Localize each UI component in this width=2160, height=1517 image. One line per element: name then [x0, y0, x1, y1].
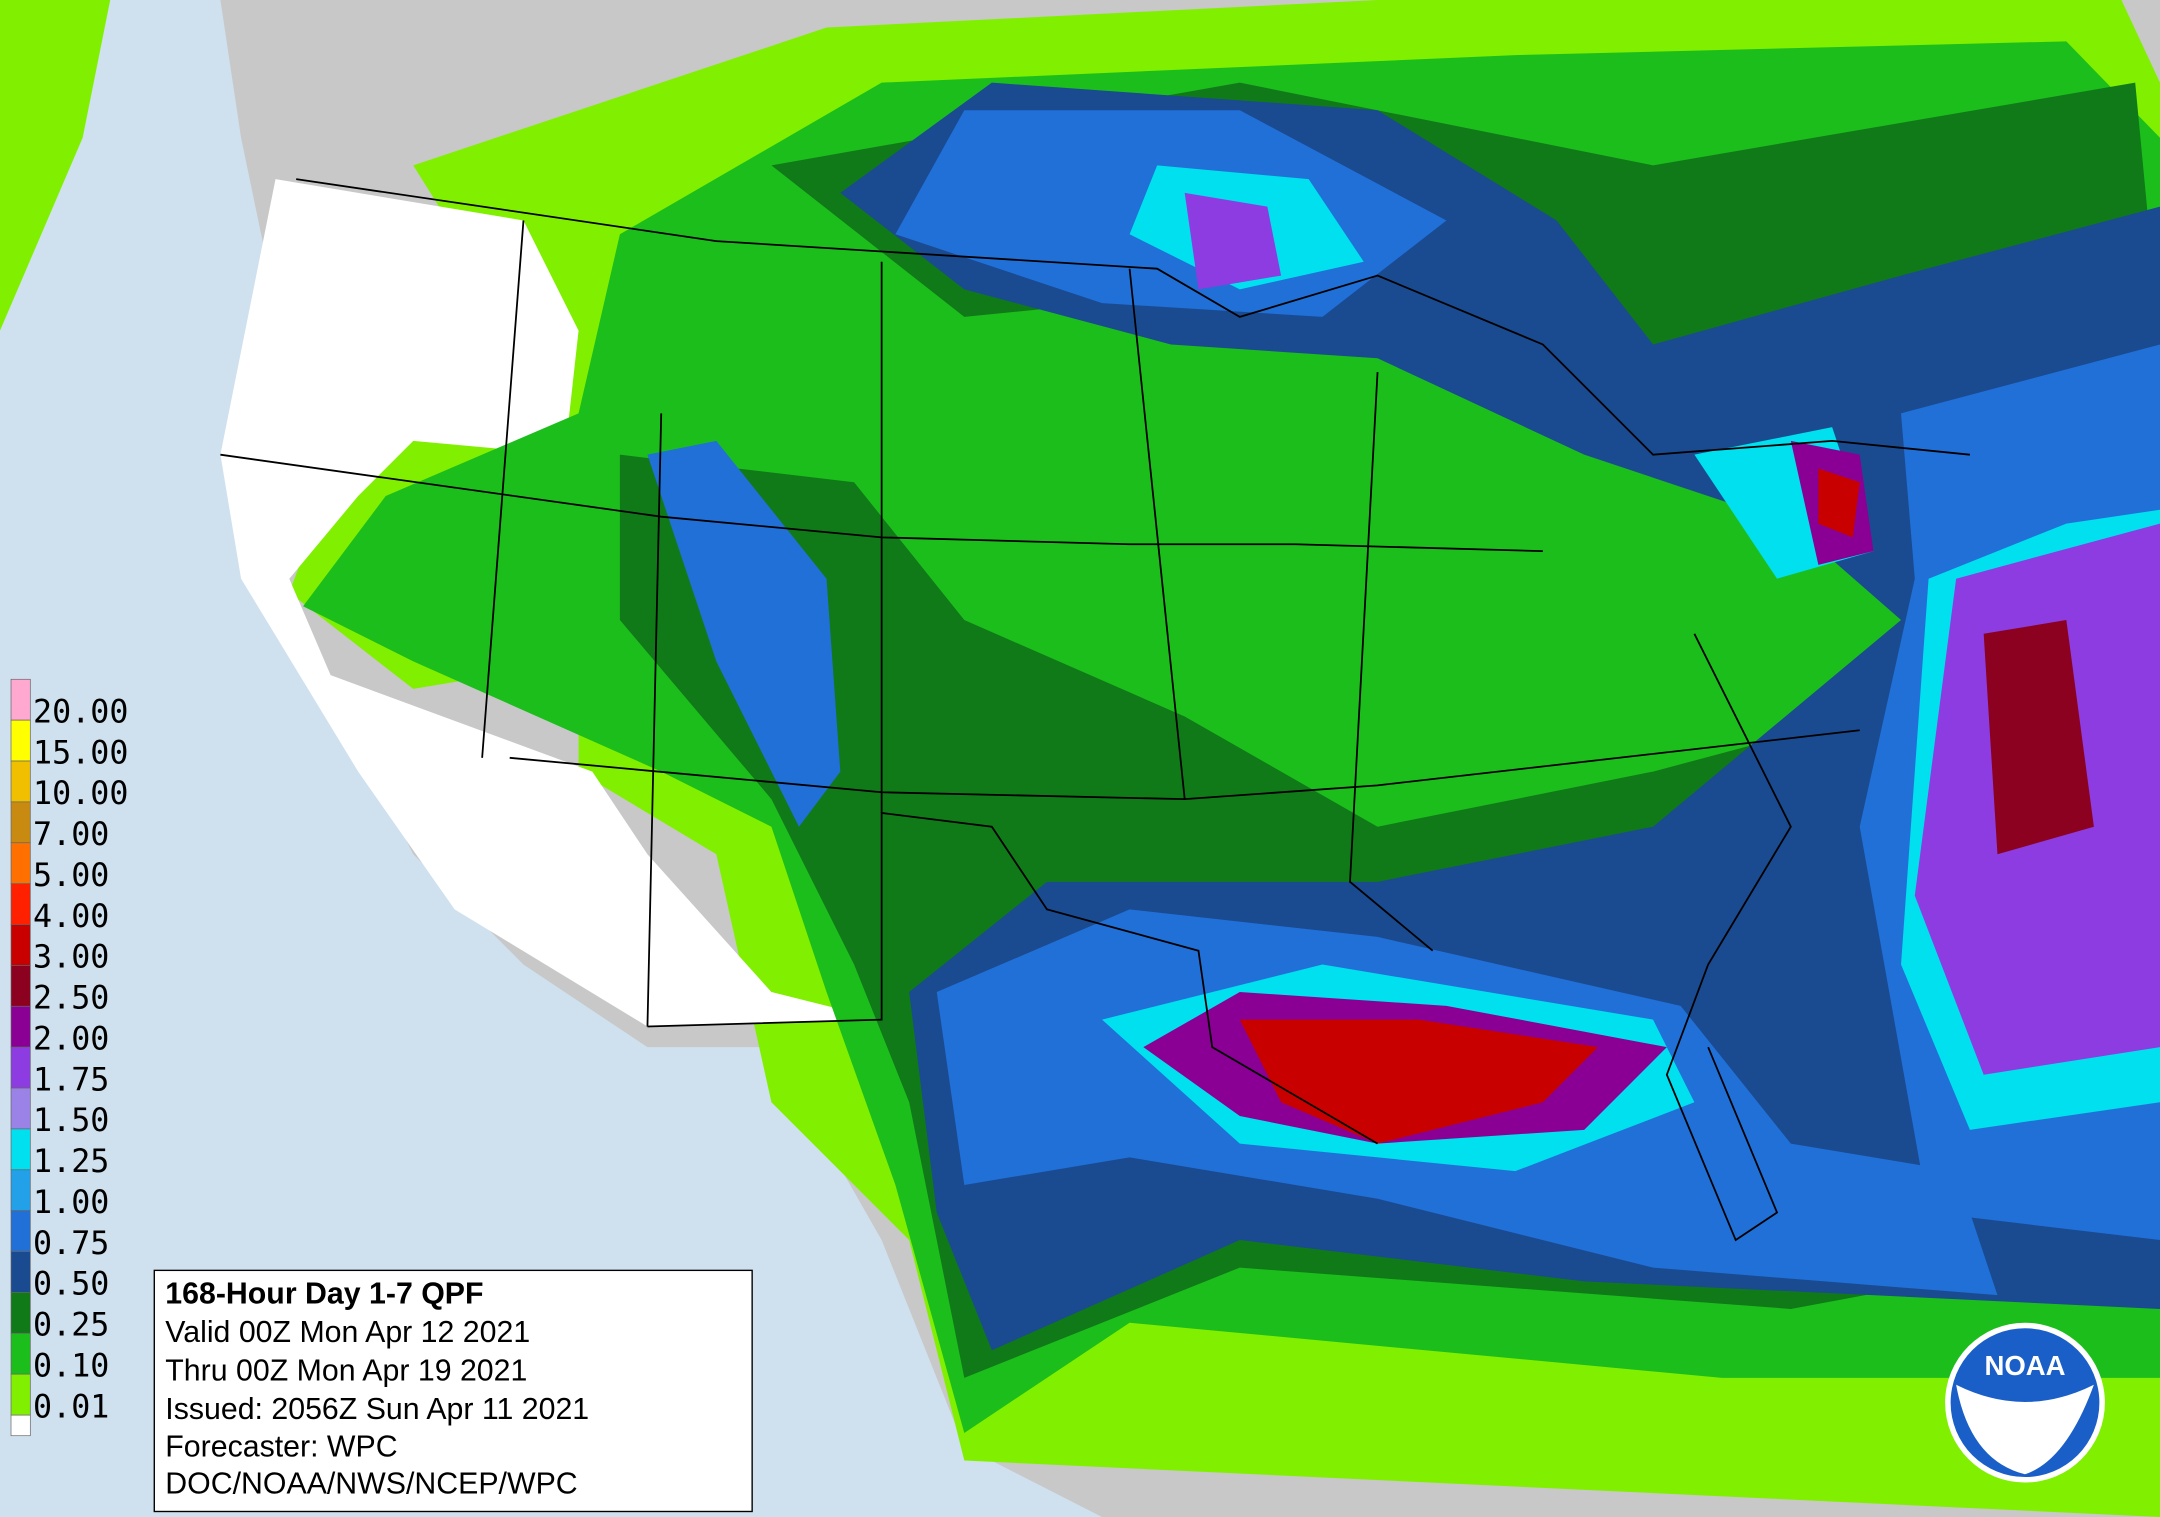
- legend-label: 0.10: [33, 1349, 109, 1385]
- precip-area: [0, 0, 111, 331]
- dry-area: [220, 179, 882, 1027]
- legend-swatch: [10, 1005, 31, 1048]
- precip-area: [647, 440, 841, 827]
- legend-label: 7.00: [33, 817, 109, 853]
- legend-label: 1.00: [33, 1185, 109, 1221]
- info-line: Valid 00Z Mon Apr 12 2021: [165, 1316, 530, 1349]
- precip-area: [1983, 620, 2094, 855]
- noaa-logo: NOAA: [1945, 1322, 2105, 1483]
- legend-label: 5.00: [33, 858, 109, 894]
- info-line: DOC/NOAA/NWS/NCEP/WPC: [165, 1468, 577, 1501]
- legend-swatch: [10, 1210, 31, 1252]
- legend-label: 15.00: [33, 735, 128, 771]
- legend-label: 10.00: [33, 776, 128, 812]
- legend-swatch: [10, 1169, 31, 1212]
- border-line: [1665, 633, 1792, 1242]
- legend-swatch: [10, 1087, 31, 1130]
- legend-swatch: [10, 1373, 31, 1416]
- legend: 20.00 15.00 10.00 7.00 5.00 4.00 3.00 2.50 2.00 1…: [10, 678, 128, 1437]
- borders: [220, 178, 1970, 1242]
- legend-swatch: [10, 1046, 31, 1089]
- legend-swatch: [10, 883, 31, 925]
- precip-area: [1184, 192, 1282, 290]
- legend-swatch: [10, 1332, 31, 1375]
- legend-swatch: [10, 801, 31, 844]
- legend-swatch: [10, 1128, 31, 1171]
- legend-swatch: [10, 924, 31, 966]
- border-line: [296, 178, 1970, 456]
- border-line: [481, 220, 1434, 1027]
- info-box-frame: [153, 1269, 753, 1513]
- info-box: 168-Hour Day 1-7 QPF Valid 00Z Mon Apr 1…: [153, 1269, 753, 1513]
- info-line: Issued: 2056Z Sun Apr 11 2021: [165, 1393, 589, 1426]
- legend-label: 0.01: [33, 1389, 109, 1425]
- precip-area: [1239, 1019, 1598, 1144]
- legend-label: 4.00: [33, 899, 109, 935]
- legend-label: 0.75: [33, 1226, 109, 1262]
- legend-swatch: [10, 1414, 31, 1437]
- legend-swatch: [10, 760, 31, 803]
- legend-label: 1.75: [33, 1062, 109, 1098]
- border-line: [220, 453, 1543, 553]
- legend-swatch: [10, 965, 31, 1007]
- info-line: Forecaster: WPC: [165, 1430, 397, 1463]
- precip-area: [1818, 468, 1860, 538]
- legend-label: 20.00: [33, 694, 128, 730]
- legend-swatch: [10, 1251, 31, 1293]
- info-title: 168-Hour Day 1-7 QPF: [165, 1277, 483, 1310]
- legend-swatch: [10, 678, 31, 721]
- legend-label: 3.00: [33, 940, 109, 976]
- border-line: [647, 811, 1379, 1145]
- logo-wave: [1956, 1384, 2094, 1475]
- legend-label: 1.50: [33, 1103, 109, 1139]
- legend-label: 0.25: [33, 1308, 109, 1344]
- info-line: Thru 00Z Mon Apr 19 2021: [165, 1355, 527, 1388]
- legend-label: 2.00: [33, 1021, 109, 1057]
- legend-swatch: [10, 719, 31, 762]
- legend-swatch: [10, 842, 31, 884]
- legend-label: 0.50: [33, 1267, 109, 1303]
- logo-text: NOAA: [1984, 1350, 2065, 1381]
- legend-label: 1.25: [33, 1144, 109, 1180]
- legend-swatch: [10, 1292, 31, 1334]
- legend-label: 2.50: [33, 981, 109, 1017]
